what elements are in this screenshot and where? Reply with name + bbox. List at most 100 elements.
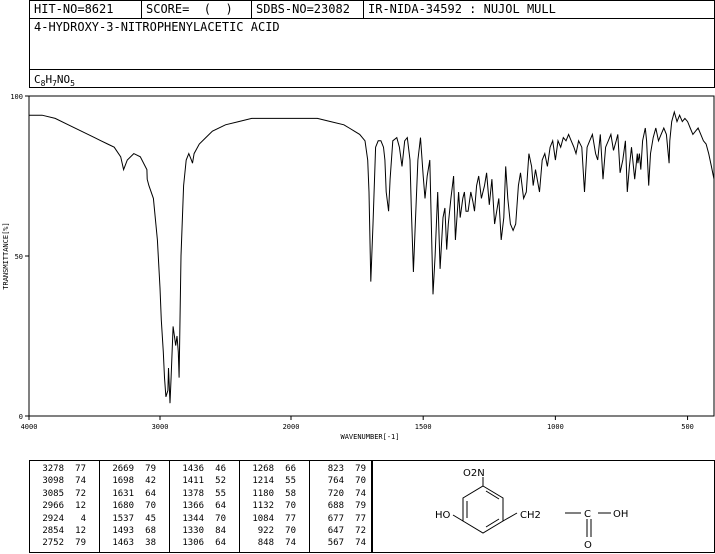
peak-transmittance: 70 [285,526,296,536]
molecular-formula: C8H7NO5 [34,73,75,89]
peak-column-divider [169,461,170,552]
peak-wavenumber: 1306 [182,538,204,549]
peak-wavenumber: 720 [327,488,344,499]
x-tick-label: 3000 [152,423,169,431]
peak-wavenumber: 1411 [182,476,204,487]
compound-name: 4-HYDROXY-3-NITROPHENYLACETIC ACID [34,20,280,34]
peak-transmittance: 55 [215,488,226,499]
sdbs-number: SDBS-NO=23082 [256,2,350,16]
y-tick-label: 0 [19,413,23,421]
peak-transmittance: 74 [285,538,296,549]
peak-transmittance: 74 [355,488,366,499]
peak-wavenumber: 1330 [182,526,204,536]
peak-transmittance: 58 [285,488,296,499]
peak-wavenumber: 1493 [112,526,134,536]
header-rule [30,69,714,70]
peak-transmittance: 42 [145,476,156,487]
peak-transmittance: 4 [80,513,86,524]
peak-transmittance: 12 [75,501,86,512]
peak-transmittance: 64 [215,538,226,549]
x-tick-label: 500 [681,423,694,431]
peak-wavenumber: 3085 [42,488,64,499]
peak-transmittance: 45 [145,513,156,524]
peak-wavenumber: 3098 [42,476,64,487]
header-divider [363,1,364,18]
peak-wavenumber: 2924 [42,513,64,524]
hit-number: HIT-NO=8621 [34,2,114,16]
peak-transmittance: 77 [355,513,366,524]
score: SCORE= ( ) [146,2,233,16]
peak-transmittance: 64 [145,488,156,499]
peak-wavenumber: 1132 [252,501,274,512]
header-divider [141,1,142,18]
spectrum-line [29,110,715,404]
peak-column: 1268 66 1214 55 1180 58 1132 70 1084 77 922 70 848 74 [240,461,310,552]
peak-transmittance: 38 [145,538,156,549]
peak-wavenumber: 3278 [42,464,64,474]
peak-transmittance: 68 [145,526,156,536]
peak-transmittance: 70 [215,513,226,524]
peak-transmittance: 72 [355,526,366,536]
peak-transmittance: 70 [285,501,296,512]
carbonyl-carbon: C [584,509,591,520]
peak-wavenumber: 2752 [42,538,64,549]
peak-column: 3278 77 3098 74 3085 72 2966 12 2924 4 2854 12 2752 7… [30,461,100,552]
x-tick-label: 1000 [547,423,564,431]
x-axis-label: WAVENUMBER[-1] [340,433,399,441]
peak-transmittance: 79 [75,538,86,549]
header-rule [30,18,714,19]
peak-transmittance: 79 [355,464,366,474]
peak-wavenumber: 677 [327,513,344,524]
nitro-group: O2N [463,468,485,479]
y-tick-label: 100 [10,93,23,101]
peak-transmittance: 66 [285,464,296,474]
hydroxy-group: HO [435,510,451,521]
ir-nida-number: IR-NIDA-34592 : NUJOL MULL [368,2,556,16]
peak-wavenumber: 1463 [112,538,134,549]
structure-diagram: O2N HO CH2 C OH O [435,468,628,551]
carbonyl-oxygen: O [584,540,592,551]
peak-wavenumber: 1378 [182,488,204,499]
peak-wavenumber: 1631 [112,488,134,499]
peak-wavenumber: 2854 [42,526,64,536]
peak-wavenumber: 764 [327,476,344,487]
peak-wavenumber: 1344 [182,513,204,524]
y-axis-label: TRANSMITTANCE[%] [2,222,10,289]
peak-wavenumber: 1698 [112,476,134,487]
peak-wavenumber: 1268 [252,464,274,474]
x-tick-label: 4000 [21,423,38,431]
peak-wavenumber: 2966 [42,501,64,512]
peak-wavenumber: 1537 [112,513,134,524]
peak-wavenumber: 1436 [182,464,204,474]
peak-transmittance: 55 [285,476,296,487]
peak-transmittance: 46 [215,464,226,474]
y-tick-label: 50 [15,253,23,261]
peak-column-divider [309,461,310,552]
peak-transmittance: 74 [75,476,86,487]
peak-wavenumber: 1084 [252,513,274,524]
benzene-ring [462,485,504,534]
peak-wavenumber: 567 [327,538,344,549]
peak-column: 2669 79 1698 42 1631 64 1680 70 1537 45 1493 68 1463… [100,461,170,552]
peak-transmittance: 74 [355,538,366,549]
peak-transmittance: 84 [215,526,226,536]
peak-wavenumber: 922 [257,526,274,536]
chemical-structure: O2N HO CH2 C OH O [372,460,715,553]
peak-wavenumber: 1180 [252,488,274,499]
peak-column-divider [239,461,240,552]
peak-wavenumber: 823 [327,464,344,474]
peak-transmittance: 70 [355,476,366,487]
header-divider [251,1,252,18]
peak-transmittance: 77 [75,464,86,474]
methylene-group: CH2 [520,510,541,521]
peak-transmittance: 52 [215,476,226,487]
peak-wavenumber: 2669 [112,464,134,474]
peak-wavenumber: 1366 [182,501,204,512]
peak-column: 823 79 764 70 720 74 688 79 677 77 647 72 567 74 [310,461,373,552]
peak-column: 1436 46 1411 52 1378 55 1366 64 1344 70 1330 84 1306… [170,461,240,552]
peak-transmittance: 72 [75,488,86,499]
spectrum-header: HIT-NO=8621 SCORE= ( ) SDBS-NO=23082 IR-… [29,0,715,88]
peak-column-divider [99,461,100,552]
peak-table: 3278 77 3098 74 3085 72 2966 12 2924 4 2854 12 2752 7… [29,460,372,553]
